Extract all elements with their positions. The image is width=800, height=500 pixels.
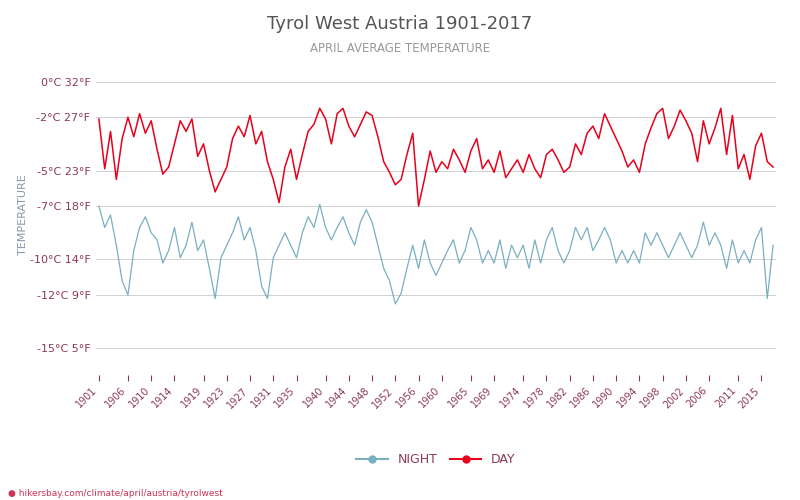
Text: APRIL AVERAGE TEMPERATURE: APRIL AVERAGE TEMPERATURE xyxy=(310,42,490,56)
Y-axis label: TEMPERATURE: TEMPERATURE xyxy=(18,174,28,256)
Text: Tyrol West Austria 1901-2017: Tyrol West Austria 1901-2017 xyxy=(267,15,533,33)
Legend: NIGHT, DAY: NIGHT, DAY xyxy=(351,448,521,471)
Text: ● hikersbay.com/climate/april/austria/tyrolwest: ● hikersbay.com/climate/april/austria/ty… xyxy=(8,488,222,498)
